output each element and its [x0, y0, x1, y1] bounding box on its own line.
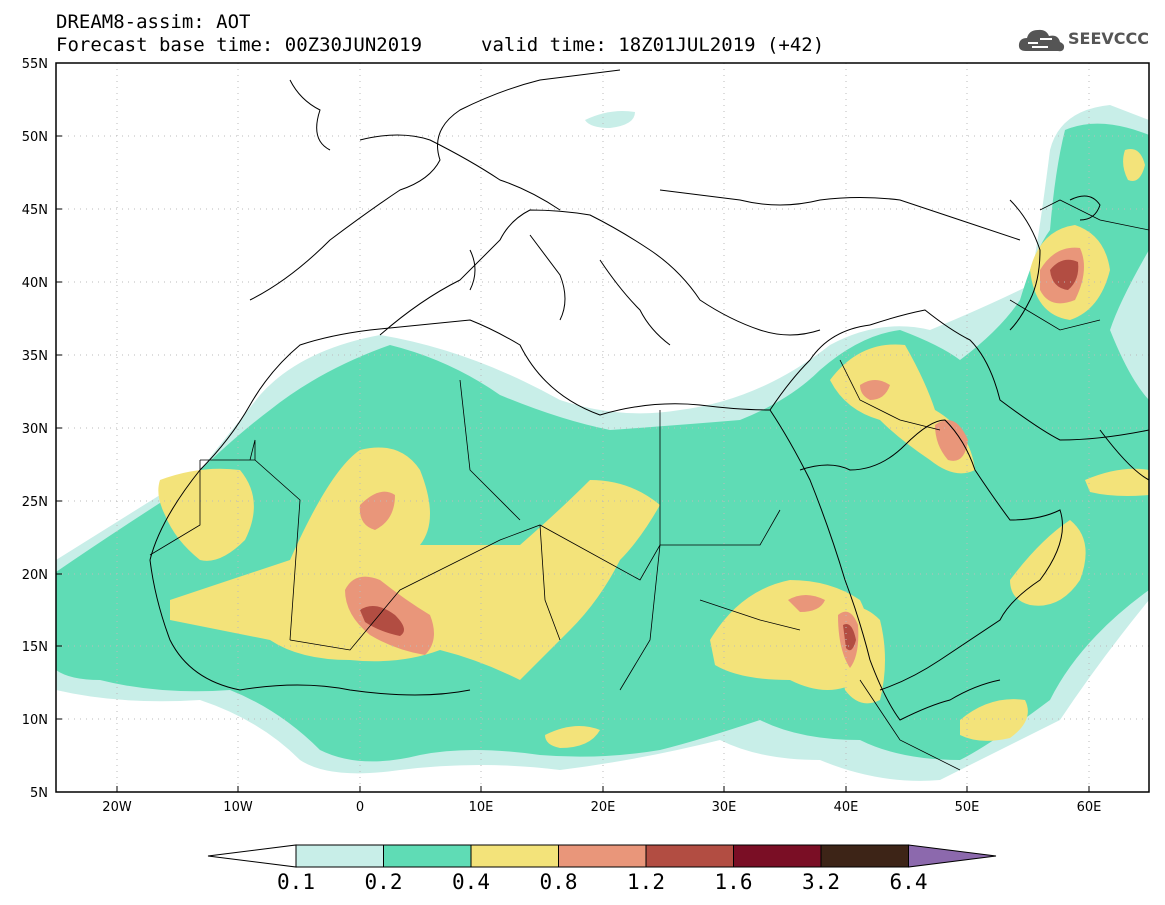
lat-label: 55N [22, 57, 48, 72]
lat-label: 30N [22, 422, 48, 437]
seevccc-logo: SEEVCCC [1018, 25, 1149, 55]
aot-region-0.4-somalia [960, 699, 1028, 741]
colorbar-swatch [820, 844, 909, 868]
coastlines [149, 69, 1149, 721]
cloud-icon [1018, 29, 1065, 52]
colorbar-swatch [470, 844, 559, 868]
colorbar [207, 844, 997, 868]
lat-label: 50N [22, 130, 48, 145]
colorbar-label: 0.4 [452, 870, 490, 894]
axis-ticks [56, 62, 1090, 793]
colorbar-label: 0.1 [277, 870, 315, 894]
aot-region-0.8-kuwait [935, 420, 968, 461]
aot-region-0.4-oman [1010, 520, 1086, 606]
colorbar-label: 6.4 [889, 870, 928, 894]
latitude-labels: 55N 50N 45N 40N 35N 30N 25N 20N 15N 10N … [22, 57, 48, 801]
aot-region-0.1-poland [585, 111, 635, 128]
lat-label: 20N [22, 568, 48, 583]
colorbar-swatch [733, 844, 822, 868]
lon-label: 0 [356, 800, 364, 815]
forecast-base-time: Forecast base time: 00Z30JUN2019 [56, 34, 423, 56]
colorbar-label: 1.6 [714, 870, 753, 894]
aot-region-0.4-chad [545, 726, 600, 748]
colorbar-low-arrow [207, 844, 297, 868]
lat-label: 35N [22, 349, 48, 364]
aot-region-0.4-sudan [710, 580, 870, 690]
lon-label: 60E [1077, 800, 1102, 815]
map-title: DREAM8-assim: AOT [56, 11, 251, 33]
colorbar-high-arrow [908, 844, 997, 868]
lat-label: 10N [22, 713, 48, 728]
lon-label: 10W [223, 800, 253, 815]
country-borders [149, 199, 1149, 771]
lat-label: 25N [22, 495, 48, 510]
aot-region-1.2-mali [360, 606, 404, 636]
lon-label: 10E [469, 800, 494, 815]
colorbar-label: 1.2 [627, 870, 665, 894]
colorbar-label: 0.2 [364, 870, 403, 894]
colorbar-swatch [558, 844, 647, 868]
lon-label: 20W [102, 800, 132, 815]
aot-region-0.8-sudan [788, 595, 825, 612]
longitude-labels: 20W 10W 0 10E 20E 30E 40E 50E 60E [102, 800, 1101, 815]
lat-label: 15N [22, 640, 48, 655]
aot-region-0.4-kazakh [1123, 149, 1145, 181]
lon-label: 40E [834, 800, 859, 815]
aot-region-0.4-sahara-west [158, 468, 254, 561]
colorbar-swatch [383, 844, 472, 868]
graticule [56, 63, 1149, 792]
colorbar-swatch [645, 844, 734, 868]
aot-region-0.4-pakistan [1085, 468, 1149, 496]
lat-label: 45N [22, 203, 48, 218]
lat-label: 5N [30, 786, 48, 801]
aot-region-1.2-eritrea [843, 624, 856, 651]
aot-region-0.8-iraq [860, 380, 890, 400]
lon-label: 20E [591, 800, 616, 815]
aot-region-0.4-mali [170, 447, 660, 680]
lat-label: 40N [22, 276, 48, 291]
lon-label: 30E [712, 800, 737, 815]
lon-label: 50E [955, 800, 980, 815]
colorbar-label: 0.8 [539, 870, 578, 894]
aot-region-1.2-turkmen [1050, 259, 1079, 290]
colorbar-label: 3.2 [802, 870, 840, 894]
colorbar-swatch [295, 844, 384, 868]
valid-time: valid time: 18Z01JUL2019 (+42) [481, 34, 825, 56]
